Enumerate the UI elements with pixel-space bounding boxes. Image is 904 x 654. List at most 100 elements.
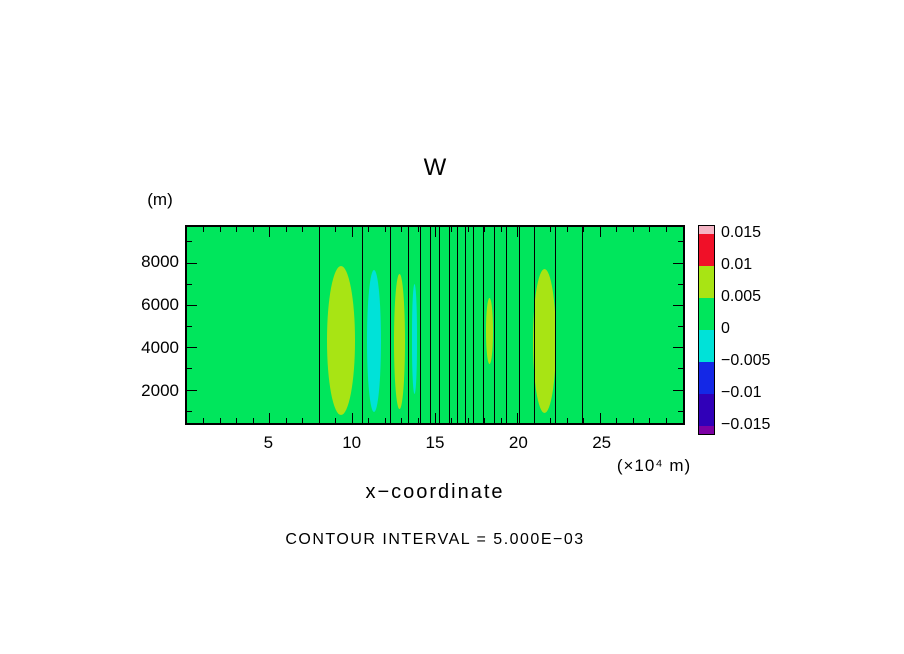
- zero-contour-line: [505, 227, 507, 423]
- colorbar-tick-label: 0.015: [721, 224, 762, 241]
- minor-tick-left: [187, 326, 192, 328]
- minor-tick-bottom: [550, 418, 552, 423]
- minor-tick-bottom: [318, 418, 320, 423]
- minor-tick-bottom: [467, 418, 469, 423]
- major-tick-top: [517, 227, 519, 237]
- zero-contour-line: [318, 227, 320, 423]
- major-tick-top: [351, 227, 353, 237]
- y-tick-label: 6000: [141, 295, 179, 314]
- minor-tick-top: [384, 227, 386, 232]
- major-tick-bottom: [517, 413, 519, 423]
- minor-tick-top: [500, 227, 502, 232]
- colorbar-tick-label: 0.005: [721, 288, 762, 305]
- colorbar-tick-label: 0: [721, 320, 730, 337]
- major-tick-bottom: [434, 413, 436, 423]
- major-tick-left: [187, 304, 197, 306]
- colorbar: [698, 225, 715, 435]
- minor-tick-left: [187, 410, 192, 412]
- minor-tick-bottom: [401, 418, 403, 423]
- minor-tick-top: [318, 227, 320, 232]
- plot-frame: [185, 225, 685, 425]
- minor-tick-right: [678, 368, 683, 370]
- major-tick-right: [673, 347, 683, 349]
- major-tick-bottom: [599, 413, 601, 423]
- colorbar-cell: [699, 266, 714, 298]
- minor-tick-top: [665, 227, 667, 232]
- zero-contour-line: [448, 227, 450, 423]
- major-tick-bottom: [351, 413, 353, 423]
- minor-tick-bottom: [384, 418, 386, 423]
- minor-tick-top: [285, 227, 287, 232]
- minor-tick-top: [335, 227, 337, 232]
- minor-tick-top: [550, 227, 552, 232]
- minor-tick-bottom: [236, 418, 238, 423]
- x-tick-label: 10: [342, 433, 362, 452]
- minor-tick-bottom: [649, 418, 651, 423]
- x-axis-tick-labels: 5 10 15 20 25: [185, 433, 685, 455]
- minor-tick-top: [632, 227, 634, 232]
- zero-contour-line: [420, 227, 422, 423]
- major-tick-top: [269, 227, 271, 237]
- x-axis-title: x−coordinate: [365, 481, 505, 503]
- positive-anomaly-region: [393, 273, 405, 410]
- minor-tick-bottom: [583, 418, 585, 423]
- major-tick-right: [673, 389, 683, 391]
- minor-tick-top: [649, 227, 651, 232]
- x-tick-label: 15: [425, 433, 445, 452]
- minor-tick-right: [678, 326, 683, 328]
- minor-tick-top: [203, 227, 205, 232]
- positive-anomaly-region: [485, 297, 494, 364]
- minor-tick-top: [451, 227, 453, 232]
- chart-title: W: [423, 154, 447, 181]
- x-tick-label: 20: [508, 433, 528, 452]
- minor-tick-top: [467, 227, 469, 232]
- minor-tick-left: [187, 368, 192, 370]
- zero-contour-line: [518, 227, 520, 423]
- minor-tick-bottom: [252, 418, 254, 423]
- colorbar-tick-label: 0.01: [721, 256, 753, 273]
- minor-tick-top: [566, 227, 568, 232]
- y-tick-label: 8000: [141, 251, 179, 271]
- minor-tick-right: [678, 410, 683, 412]
- colorbar-tick-label: −0.015: [721, 416, 771, 433]
- minor-tick-bottom: [665, 418, 667, 423]
- colorbar-cell: [699, 426, 714, 434]
- x-tick-label: 25: [592, 433, 612, 452]
- y-tick-label: 2000: [141, 381, 179, 401]
- minor-tick-top: [583, 227, 585, 232]
- y-tick-label: 4000: [141, 338, 179, 358]
- colorbar-tick-label: −0.005: [721, 352, 771, 369]
- minor-tick-left: [187, 241, 192, 243]
- minor-tick-bottom: [368, 418, 370, 423]
- minor-tick-bottom: [616, 418, 618, 423]
- zero-contour-line: [439, 227, 441, 423]
- minor-tick-right: [678, 283, 683, 285]
- y-axis-unit-label: (m): [147, 190, 173, 209]
- minor-tick-top: [236, 227, 238, 232]
- major-tick-top: [599, 227, 601, 237]
- minor-tick-bottom: [285, 418, 287, 423]
- x-axis-unit-label: (×10⁴ m): [616, 456, 692, 475]
- colorbar-cell: [699, 362, 714, 394]
- minor-tick-bottom: [451, 418, 453, 423]
- minor-tick-top: [302, 227, 304, 232]
- y-axis-tick-labels: 2000 4000 6000 8000: [95, 225, 179, 425]
- zero-contour-line: [465, 227, 467, 423]
- colorbar-cell: [699, 298, 714, 330]
- zero-contour-line: [533, 227, 535, 423]
- zero-contour-line: [456, 227, 458, 423]
- major-tick-left: [187, 262, 197, 264]
- minor-tick-bottom: [203, 418, 205, 423]
- zero-contour-line: [430, 227, 432, 423]
- positive-anomaly-region: [326, 266, 355, 415]
- minor-tick-bottom: [533, 418, 535, 423]
- positive-anomaly-region: [532, 269, 556, 414]
- plot-area: [187, 227, 683, 423]
- minor-tick-top: [417, 227, 419, 232]
- zero-contour-line: [408, 227, 410, 423]
- minor-tick-top: [252, 227, 254, 232]
- major-tick-right: [673, 262, 683, 264]
- minor-tick-bottom: [566, 418, 568, 423]
- negative-anomaly-region: [411, 284, 418, 395]
